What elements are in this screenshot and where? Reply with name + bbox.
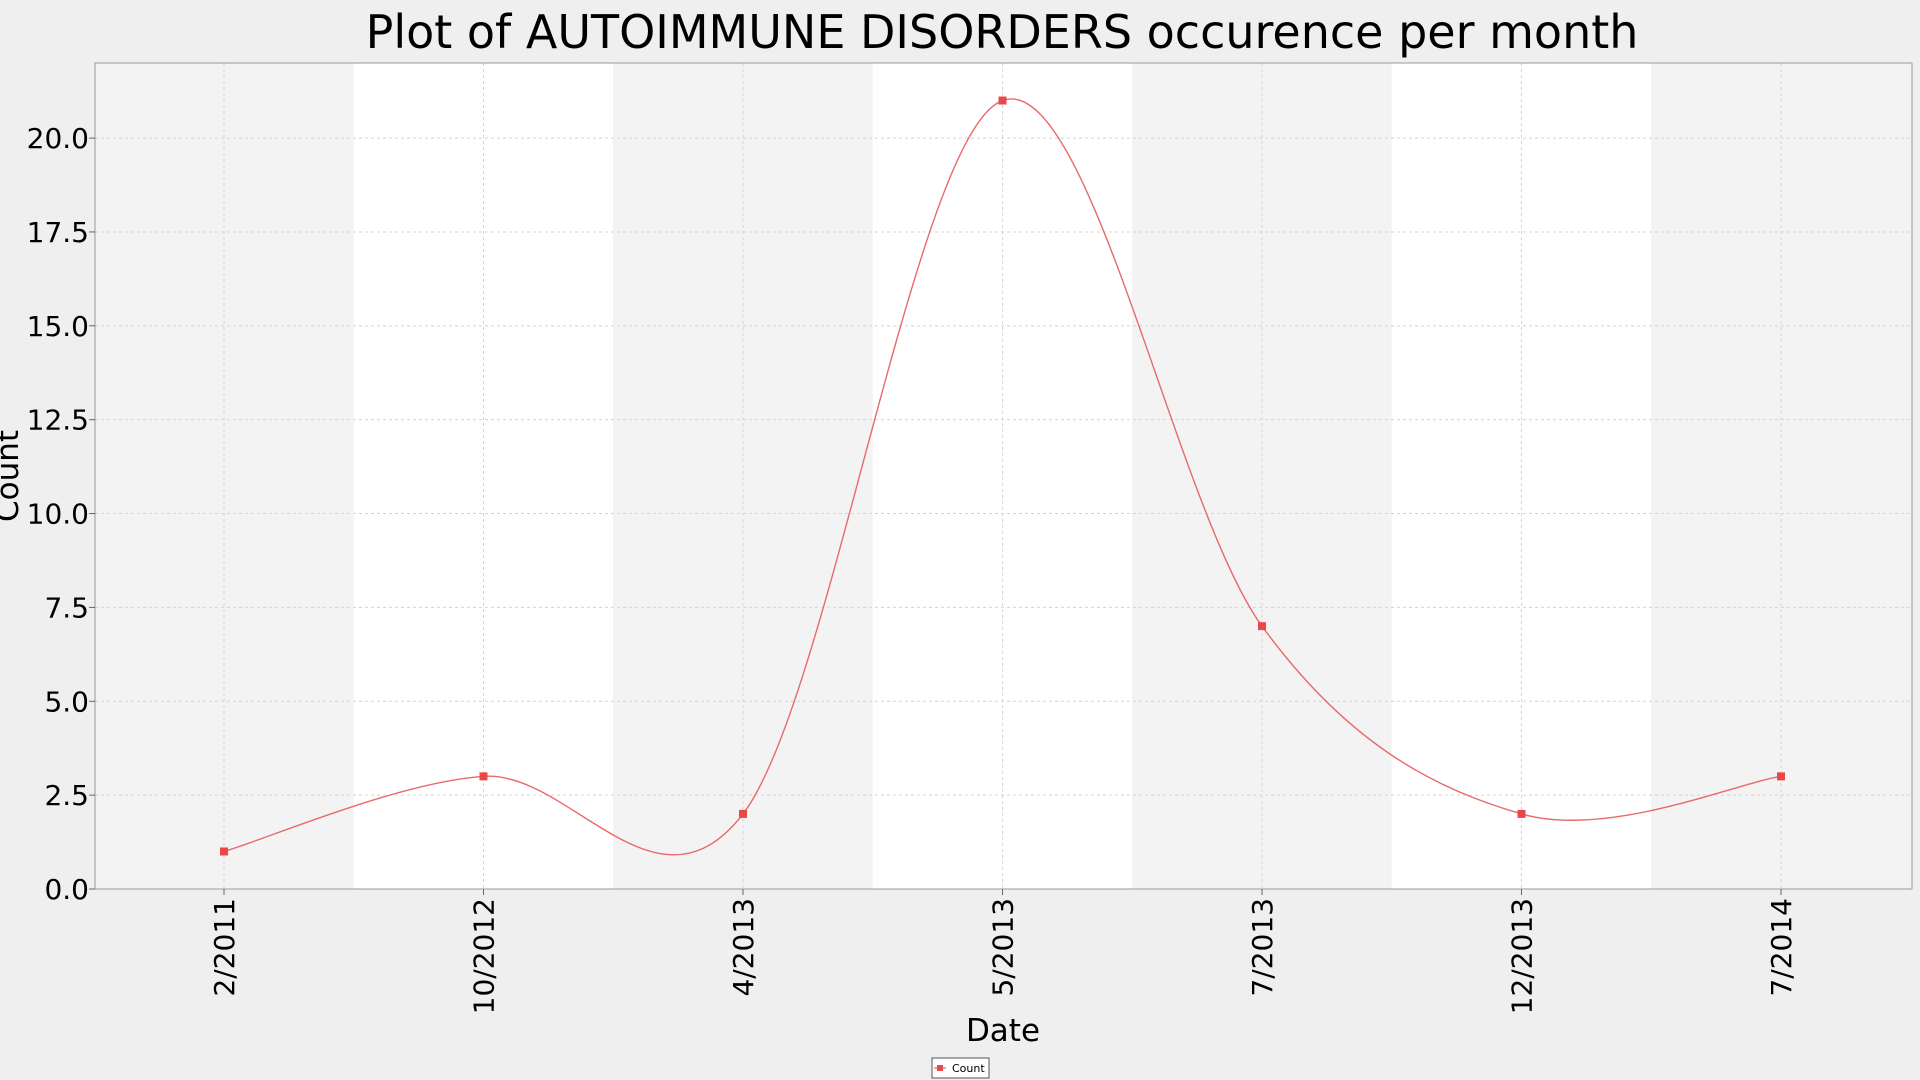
- legend: Count: [931, 1057, 990, 1079]
- category-band: [1391, 63, 1652, 889]
- data-point: [220, 847, 228, 856]
- x-tick-label: 5/2013: [987, 898, 1020, 997]
- category-band: [613, 63, 873, 889]
- x-tick-label: 12/2013: [1506, 898, 1539, 1014]
- y-tick-label: 20.0: [27, 122, 89, 155]
- plot-background: [95, 63, 1912, 889]
- data-point: [479, 772, 488, 781]
- category-band: [872, 63, 1133, 889]
- category-band: [1132, 63, 1392, 889]
- y-axis-title: Count: [0, 430, 26, 522]
- series-line-count: [223, 98, 1782, 856]
- legend-marker-swatch: [937, 1065, 943, 1071]
- y-tick-label: 10.0: [27, 498, 89, 531]
- data-point: [998, 96, 1007, 105]
- data-point: [739, 809, 747, 818]
- y-tick-label: 2.5: [44, 779, 89, 812]
- legend-box: [931, 1057, 990, 1079]
- x-tick-label: 7/2013: [1246, 898, 1279, 997]
- x-axis-title: Date: [966, 1013, 1040, 1049]
- x-tick-label: 4/2013: [727, 898, 760, 997]
- y-tick-label: 17.5: [27, 216, 89, 249]
- y-tick-label: 15.0: [27, 310, 89, 343]
- x-tick-label: 10/2012: [468, 898, 501, 1014]
- series-count: [220, 96, 1785, 856]
- category-band: [353, 63, 614, 889]
- y-tick-label: 7.5: [44, 591, 89, 624]
- legend-label: Count: [952, 1062, 985, 1075]
- data-point: [1258, 622, 1266, 631]
- chart-title: Plot of AUTOIMMUNE DISORDERS occurence p…: [366, 5, 1639, 59]
- plot-border: [94, 62, 1913, 890]
- x-tick-label: 2/2011: [208, 898, 241, 997]
- category-band: [95, 63, 354, 889]
- data-point: [1517, 809, 1526, 818]
- y-tick-label: 12.5: [27, 404, 89, 437]
- y-tick-label: 0.0: [44, 873, 89, 906]
- category-band: [1651, 63, 1912, 889]
- x-axis: 2/2011 10/2012 4/2013 5/2013 7/2013 12/2013 7/…: [208, 889, 1798, 1014]
- x-tick-label: 7/2014: [1765, 898, 1798, 997]
- data-point: [1777, 772, 1785, 781]
- y-tick-label: 5.0: [44, 685, 89, 718]
- y-axis: 0.0 2.5 5.0 7.5 10.0 12.5 15.0 17.5 20.0: [27, 122, 95, 906]
